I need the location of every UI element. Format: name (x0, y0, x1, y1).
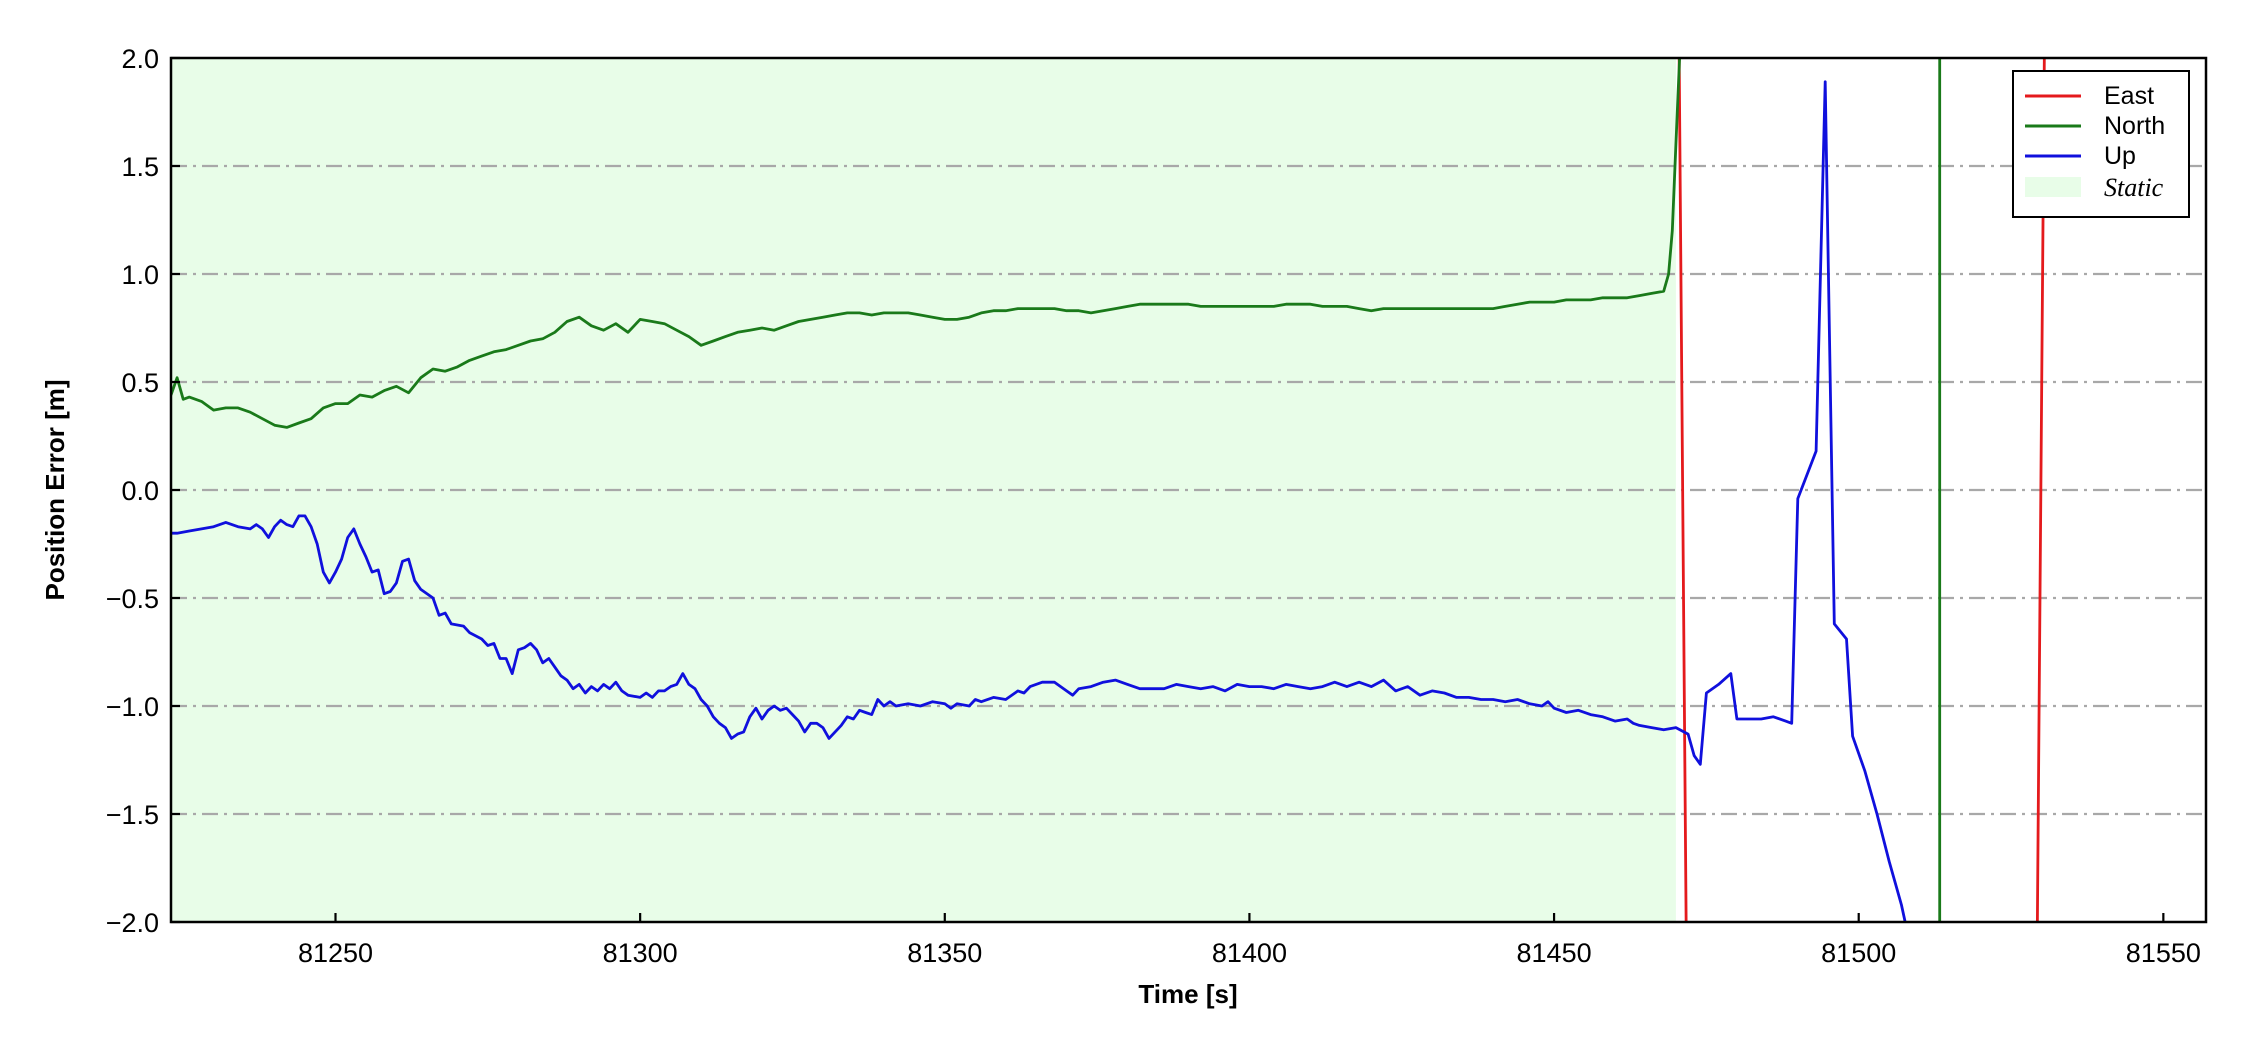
y-tick-label: 0.5 (121, 368, 159, 398)
y-axis-ticks: −2.0 −1.5 −1.0 −0.5 0.0 0.5 1.0 1.5 2.0 (106, 44, 180, 938)
x-tick-label: 81350 (907, 938, 982, 968)
legend-label-up: Up (2104, 142, 2136, 170)
x-tick-label: 81450 (1517, 938, 1592, 968)
legend-label-east: East (2104, 82, 2154, 110)
series-line-up (171, 80, 1907, 922)
y-tick-label: 0.0 (121, 476, 159, 506)
legend-label-north: North (2104, 112, 2165, 140)
y-tick-label: 1.5 (121, 152, 159, 182)
x-tick-label: 81300 (603, 938, 678, 968)
series-line-north (171, 58, 1942, 922)
x-axis-ticks: 81250 81300 81350 81400 81450 81500 81550 (298, 913, 2201, 968)
x-axis-label: Time [s] (1138, 979, 1237, 1009)
y-tick-label: 2.0 (121, 44, 159, 74)
legend: East North Up Static (2012, 70, 2190, 218)
legend-swatch-static (2025, 177, 2081, 197)
x-tick-label: 81250 (298, 938, 373, 968)
y-tick-label: −1.5 (106, 800, 159, 830)
y-tick-label: −2.0 (106, 908, 159, 938)
y-tick-label: −1.0 (106, 692, 159, 722)
x-tick-label: 81400 (1212, 938, 1287, 968)
y-tick-label: −0.5 (106, 584, 159, 614)
x-tick-label: 81550 (2126, 938, 2201, 968)
legend-label-static: Static (2104, 173, 2164, 202)
y-axis-label: Position Error [m] (40, 379, 70, 600)
series-layer (171, 58, 2046, 922)
y-tick-label: 1.0 (121, 260, 159, 290)
x-tick-label: 81500 (1821, 938, 1896, 968)
series-line-east (1677, 58, 2046, 922)
